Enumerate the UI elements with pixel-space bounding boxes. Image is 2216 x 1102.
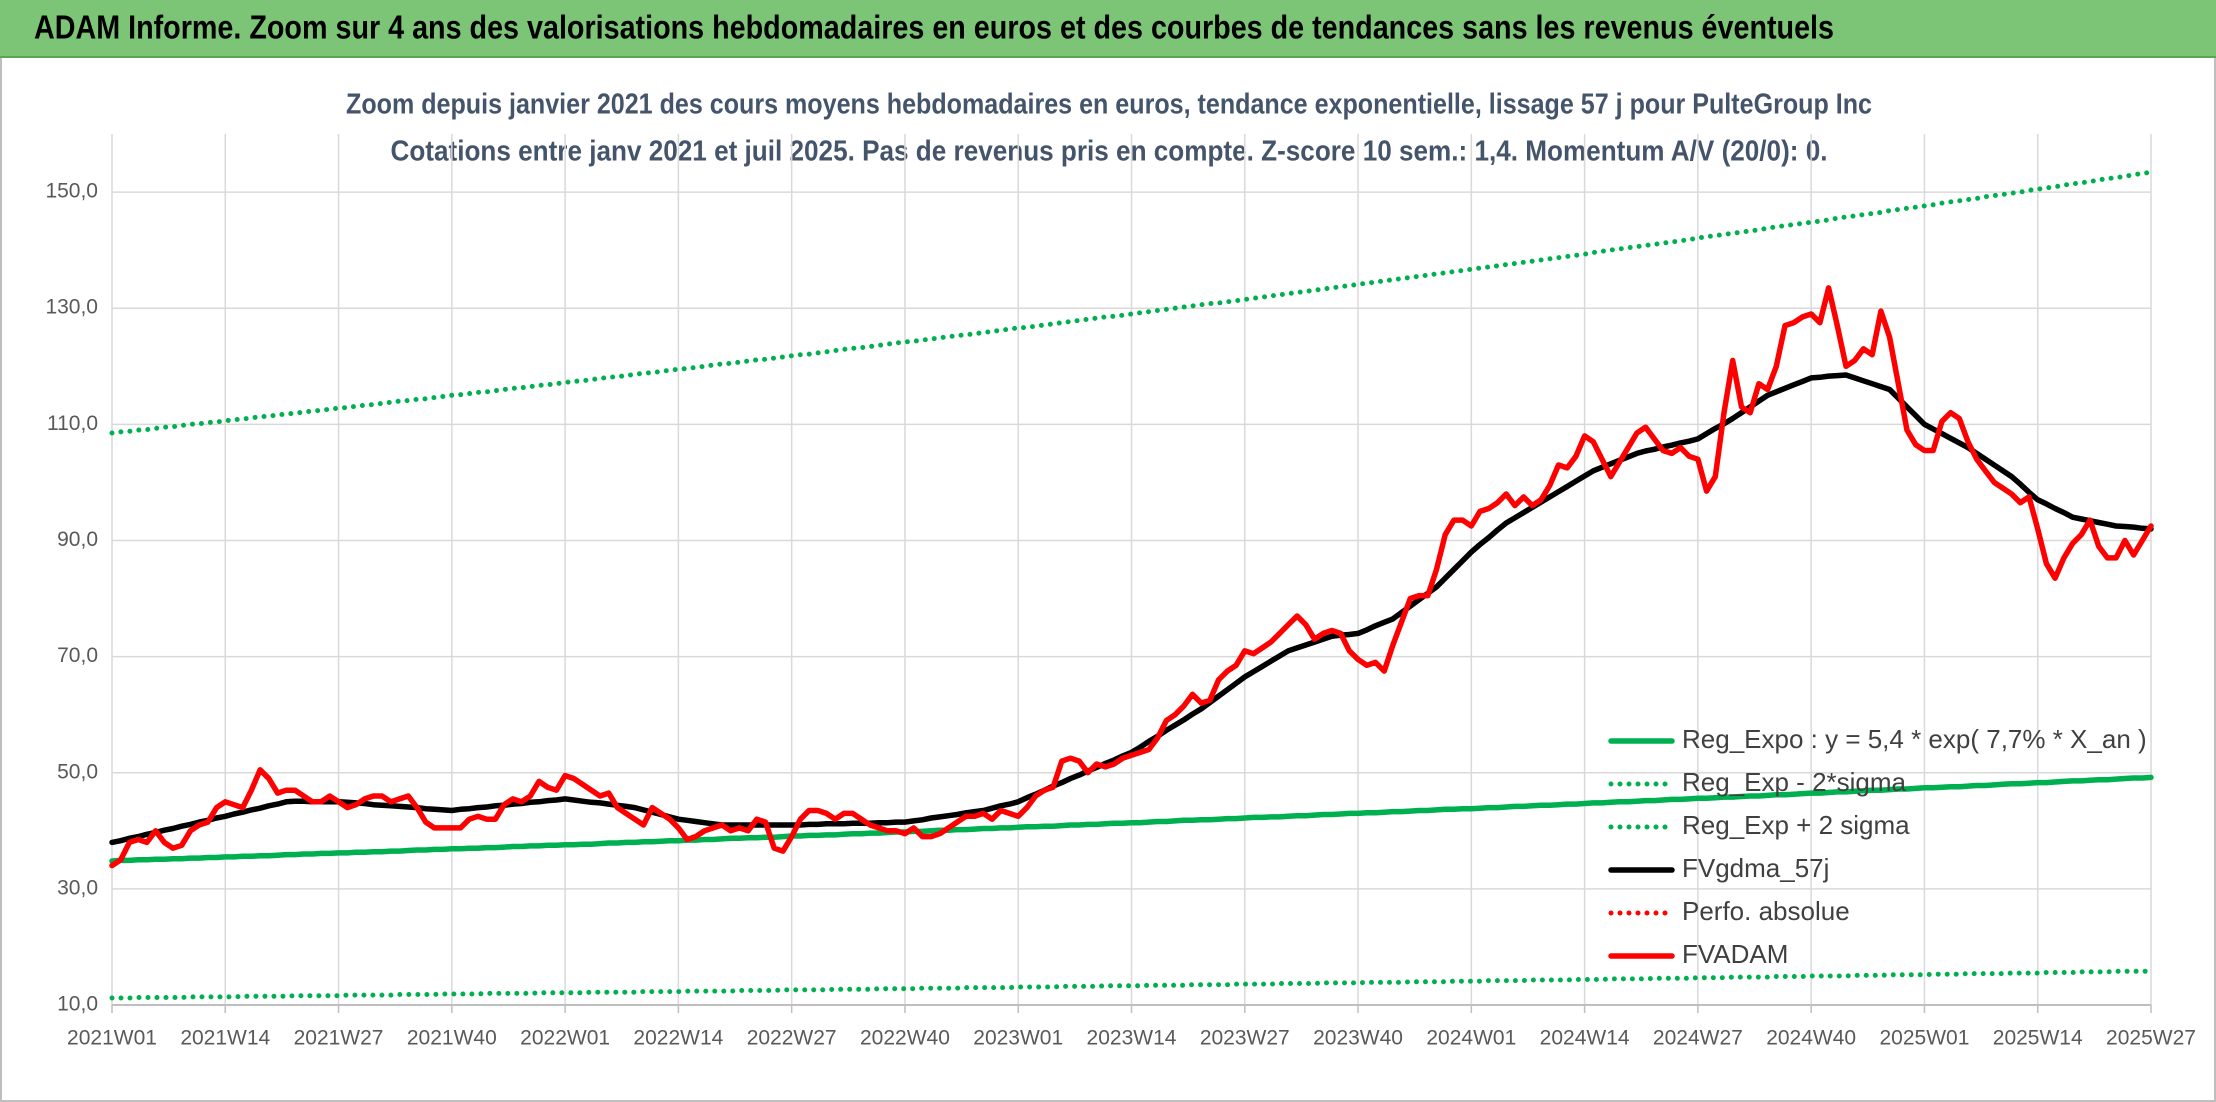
- x-tick-label: 2021W27: [294, 1027, 384, 1050]
- header-bar: [0, 0, 2216, 57]
- x-tick-label: 2023W40: [1313, 1027, 1403, 1050]
- legend: Reg_Expo : y = 5,4 * exp( 7,7% * X_an ) R…: [1608, 724, 2147, 969]
- legend-label: Reg_Exp - 2*sigma: [1682, 767, 1907, 797]
- x-tick-label: 2021W14: [180, 1027, 270, 1050]
- chart-subtitle: Cotations entre janv 2021 et juil 2025. …: [391, 136, 1828, 168]
- series-line: [109, 774, 2154, 864]
- legend-label: FVADAM: [1682, 939, 1788, 969]
- series-line: [109, 285, 2154, 869]
- plot-area: [109, 169, 2154, 1001]
- legend-label: FVgdma_57j: [1682, 853, 1829, 883]
- grid: 10,0 30,0 50,0 70,0 90,0 110,0 130,0 150,0 2021W…: [45, 134, 2196, 1050]
- y-tick-label: 90,0: [57, 528, 98, 551]
- x-tick-label: 2022W40: [860, 1027, 950, 1050]
- x-tick-label: 2023W27: [1200, 1027, 1290, 1050]
- x-tick-label: 2022W01: [520, 1027, 610, 1050]
- x-tick-label: 2024W40: [1766, 1027, 1856, 1050]
- series-line: [109, 968, 2154, 1001]
- x-tick-label: 2024W01: [1426, 1027, 1516, 1050]
- y-tick-label: 130,0: [45, 296, 98, 319]
- chart-title: Zoom depuis janvier 2021 des cours moyen…: [346, 89, 1872, 121]
- x-tick-label: 2025W14: [1993, 1027, 2083, 1050]
- y-tick-label: 30,0: [57, 876, 98, 899]
- x-tick-label: 2021W40: [407, 1027, 497, 1050]
- legend-label: Reg_Exp + 2 sigma: [1682, 810, 1910, 840]
- series-line: [109, 372, 2154, 846]
- x-tick-label: 2022W14: [633, 1027, 723, 1050]
- y-tick-label: 150,0: [45, 180, 98, 203]
- y-tick-label: 70,0: [57, 644, 98, 667]
- y-tick-label: 50,0: [57, 760, 98, 783]
- legend-label: Reg_Expo : y = 5,4 * exp( 7,7% * X_an ): [1682, 724, 2147, 754]
- x-tick-label: 2023W14: [1087, 1027, 1177, 1050]
- x-tick-label: 2022W27: [747, 1027, 837, 1050]
- y-tick-label: 10,0: [57, 993, 98, 1016]
- x-tick-label: 2025W27: [2106, 1027, 2196, 1050]
- series-line: [109, 169, 2154, 436]
- page-title: ADAM Informe. Zoom sur 4 ans des valoris…: [34, 9, 1834, 46]
- x-tick-label: 2025W01: [1879, 1027, 1969, 1050]
- x-tick-label: 2021W01: [67, 1027, 157, 1050]
- y-tick-label: 110,0: [47, 412, 98, 435]
- x-tick-label: 2023W01: [973, 1027, 1063, 1050]
- legend-label: Perfo. absolue: [1682, 896, 1850, 926]
- x-tick-label: 2024W27: [1653, 1027, 1743, 1050]
- x-tick-label: 2024W14: [1540, 1027, 1630, 1050]
